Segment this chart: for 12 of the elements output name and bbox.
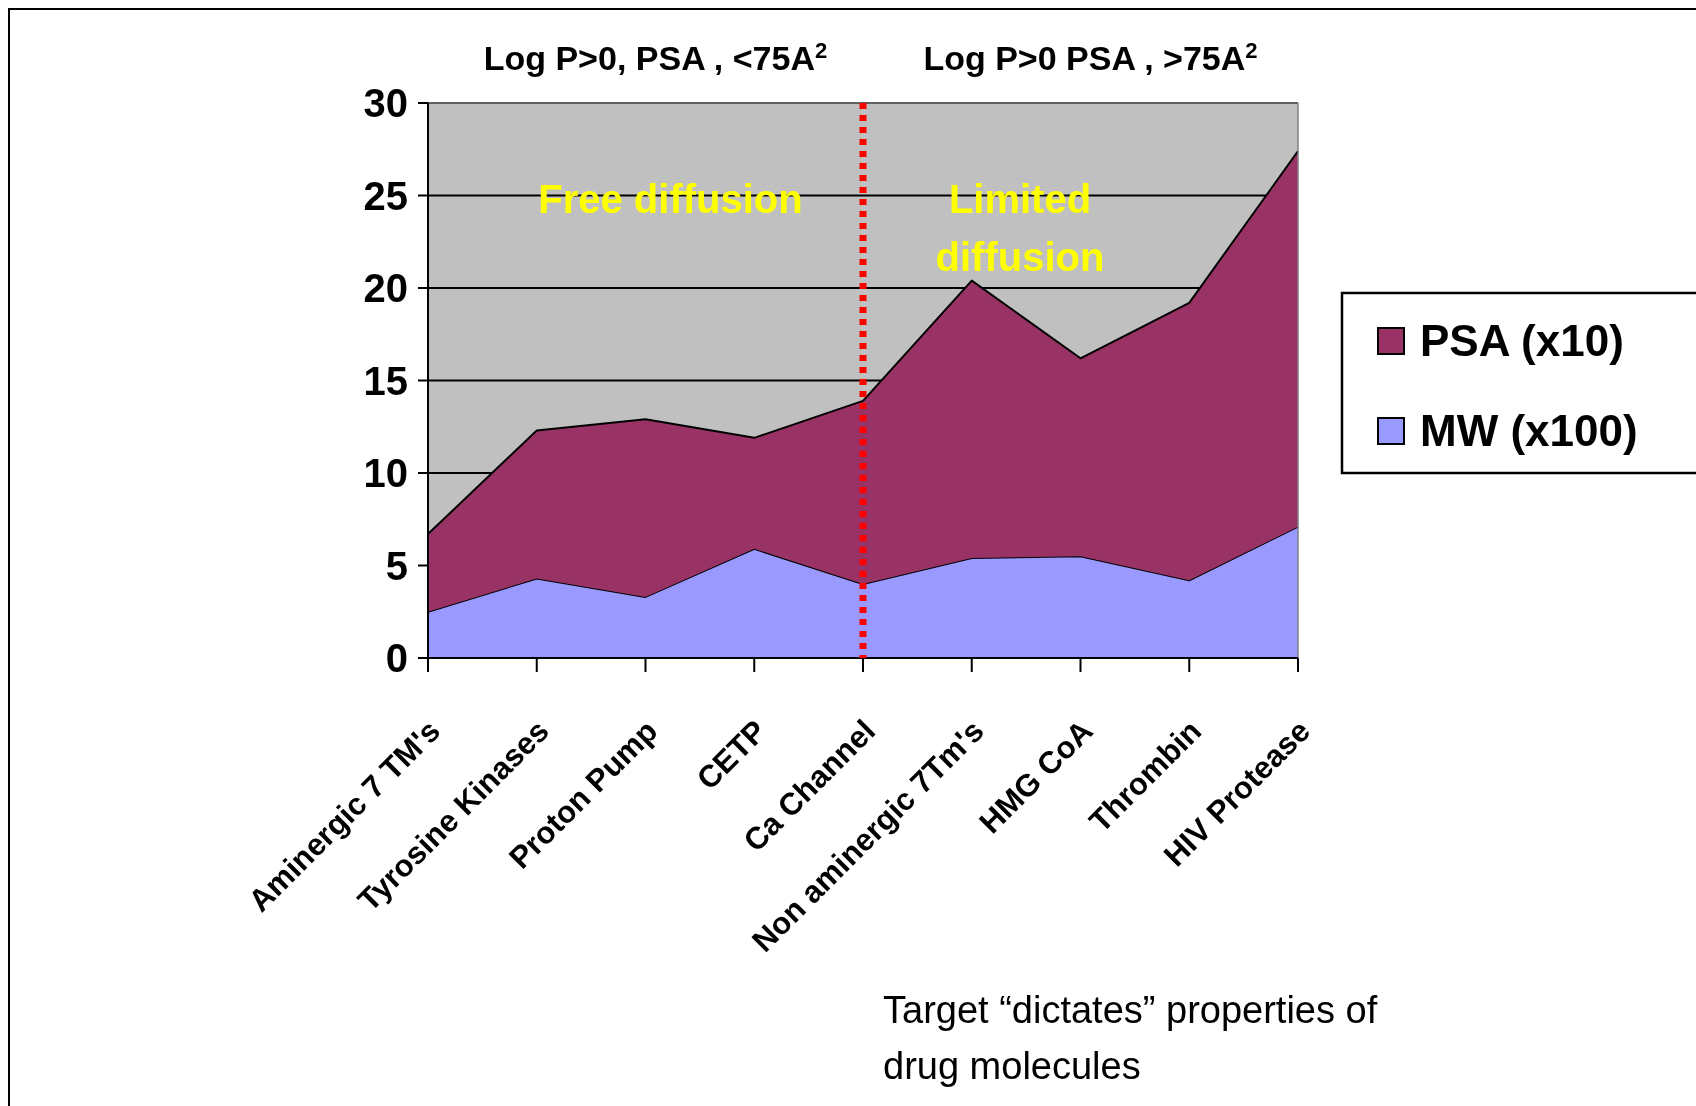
y-tick-label: 10 — [363, 451, 408, 495]
y-tick-label: 20 — [363, 266, 408, 310]
legend-label: PSA (x10) — [1420, 316, 1624, 366]
legend-label: MW (x100) — [1420, 406, 1638, 456]
text: Log P>0 PSA , >75A$^{2}$ — [923, 37, 1258, 77]
y-tick-label: 15 — [363, 358, 408, 403]
text: Log P>0, PSA , <75A$^{2}$ — [483, 37, 828, 77]
y-tick-label: 25 — [363, 173, 408, 218]
text: Target “dictates” properties of drug molecules — [883, 989, 1378, 1087]
y-tick-label: 0 — [385, 636, 408, 680]
y-tick-label: 30 — [363, 81, 408, 125]
y-tick-label: 5 — [385, 543, 408, 588]
